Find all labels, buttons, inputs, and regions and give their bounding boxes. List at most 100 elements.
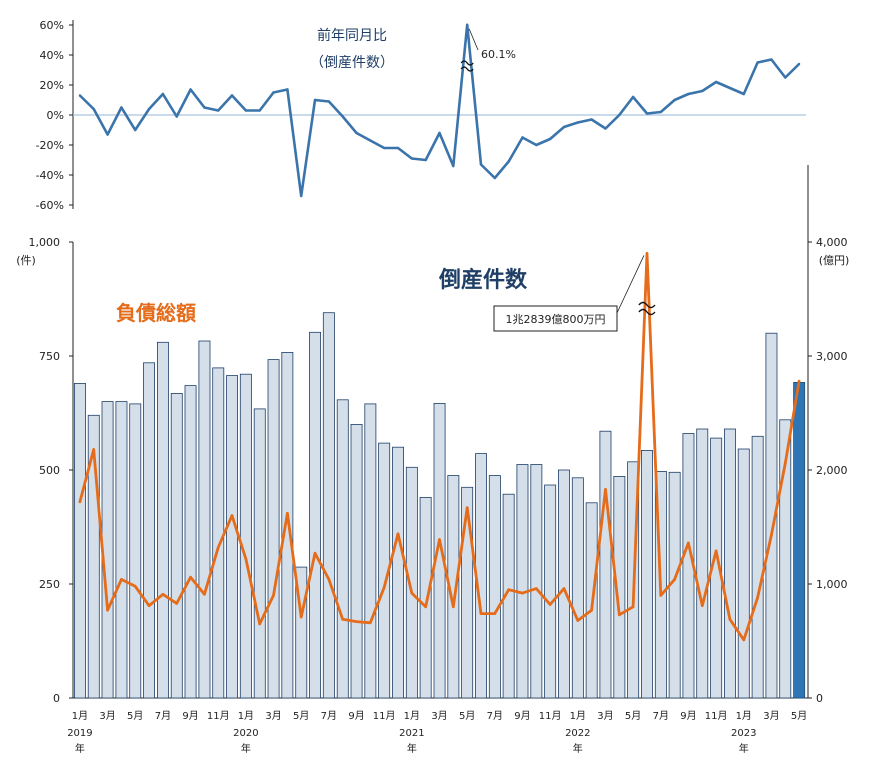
debt-break-symbol [638, 301, 656, 316]
x-tick-year-suffix: 年 [573, 742, 583, 755]
x-tick-year-suffix: 年 [739, 742, 749, 755]
x-tick-month: 11月 [705, 710, 728, 722]
x-tick-month: 3月 [763, 710, 779, 722]
x-tick-month: 1月 [72, 710, 88, 722]
debt-point [299, 615, 303, 619]
yoy-point [507, 160, 510, 163]
count-bar [239, 373, 252, 699]
yoy-point [424, 158, 427, 162]
yoy-peak-leader [468, 28, 479, 51]
yoy-point [286, 88, 289, 91]
debt-point [521, 591, 524, 595]
debt-point [161, 592, 165, 596]
debt-annotation-box [493, 305, 618, 332]
x-tick-month: 1月 [570, 710, 586, 722]
count-tick-label: 250 [39, 578, 60, 591]
x-tick-month: 1月 [736, 710, 752, 722]
yoy-point [521, 136, 524, 139]
debt-tick-label: 3,000 [816, 350, 848, 363]
yoy-point [742, 92, 745, 96]
count-bar [87, 414, 100, 699]
debt-point [424, 605, 427, 609]
yoy-point [396, 146, 400, 150]
debt-point [631, 605, 635, 609]
x-tick-month: 1月 [404, 710, 420, 722]
yoy-point [479, 163, 483, 166]
debt-point [548, 603, 552, 606]
count-bar [433, 402, 446, 699]
debt-point [659, 594, 663, 597]
yoy-tick-label: -20% [36, 139, 64, 152]
debt-series-label: 負債総額 [116, 301, 196, 325]
yoy-tick-label: 20% [40, 79, 64, 92]
count-bar [143, 362, 156, 699]
x-tick-month: 3月 [597, 710, 613, 722]
yoy-tick-label: 40% [40, 49, 64, 62]
debt-point [590, 608, 593, 612]
yoy-title-line1: 前年同月比 [317, 27, 387, 44]
yoy-point [548, 137, 552, 141]
debt-point [770, 533, 773, 537]
yoy-point [92, 107, 95, 111]
yoy-tick-label: -60% [36, 199, 64, 212]
yoy-point [438, 131, 441, 135]
yoy-point [770, 58, 773, 61]
count-tick-label: 500 [39, 464, 60, 477]
debt-unit-label: (億円) [819, 254, 850, 267]
count-bar [530, 464, 543, 699]
count-bar [558, 469, 570, 699]
count-bar [336, 399, 349, 699]
yoy-point [631, 95, 635, 99]
debt-tick-label: 0 [816, 692, 823, 705]
x-tick-month: 9月 [348, 710, 364, 722]
count-bar [765, 332, 778, 699]
yoy-point [78, 94, 82, 97]
yoy-point [465, 23, 469, 27]
x-tick-month: 11月 [539, 710, 562, 722]
x-tick-month: 5月 [459, 710, 475, 722]
x-tick-month: 3月 [99, 710, 115, 722]
count-bar [696, 428, 709, 699]
x-tick-year: 2022 [565, 728, 590, 739]
count-bar [502, 493, 515, 699]
x-tick-year: 2020 [233, 728, 258, 739]
yoy-point [120, 106, 123, 109]
debt-point [147, 604, 151, 607]
x-tick-month: 7月 [155, 710, 171, 722]
x-tick-month: 3月 [431, 710, 447, 722]
yoy-point [327, 100, 331, 103]
count-bar [129, 403, 142, 699]
debt-point [341, 618, 344, 621]
yoy-point [797, 62, 801, 66]
debt-point [687, 541, 690, 545]
debt-point [479, 612, 483, 615]
x-tick-month: 9月 [182, 710, 198, 722]
count-bar [488, 475, 501, 699]
debt-point [535, 587, 538, 590]
count-bar [599, 430, 612, 699]
count-bar [115, 401, 128, 699]
yoy-point [452, 164, 455, 168]
yoy-point [106, 133, 109, 136]
yoy-point [161, 92, 165, 96]
yoy-point [784, 76, 787, 79]
count-bar [571, 477, 584, 699]
count-bar [322, 312, 335, 699]
yoy-point [562, 125, 566, 129]
debt-point [133, 584, 137, 588]
debt-point [120, 578, 123, 581]
yoy-point [147, 107, 151, 111]
yoy-point [313, 98, 317, 102]
debt-point [396, 532, 400, 536]
debt-point [78, 500, 82, 504]
x-tick-month: 1月 [238, 710, 254, 722]
yoy-line [78, 23, 801, 198]
count-tick-label: 0 [53, 692, 60, 705]
yoy-point [175, 115, 178, 118]
count-bar [74, 382, 86, 699]
count-bar [226, 375, 239, 699]
count-bar [364, 403, 377, 699]
debt-point [355, 620, 358, 623]
debt-point [369, 621, 372, 625]
